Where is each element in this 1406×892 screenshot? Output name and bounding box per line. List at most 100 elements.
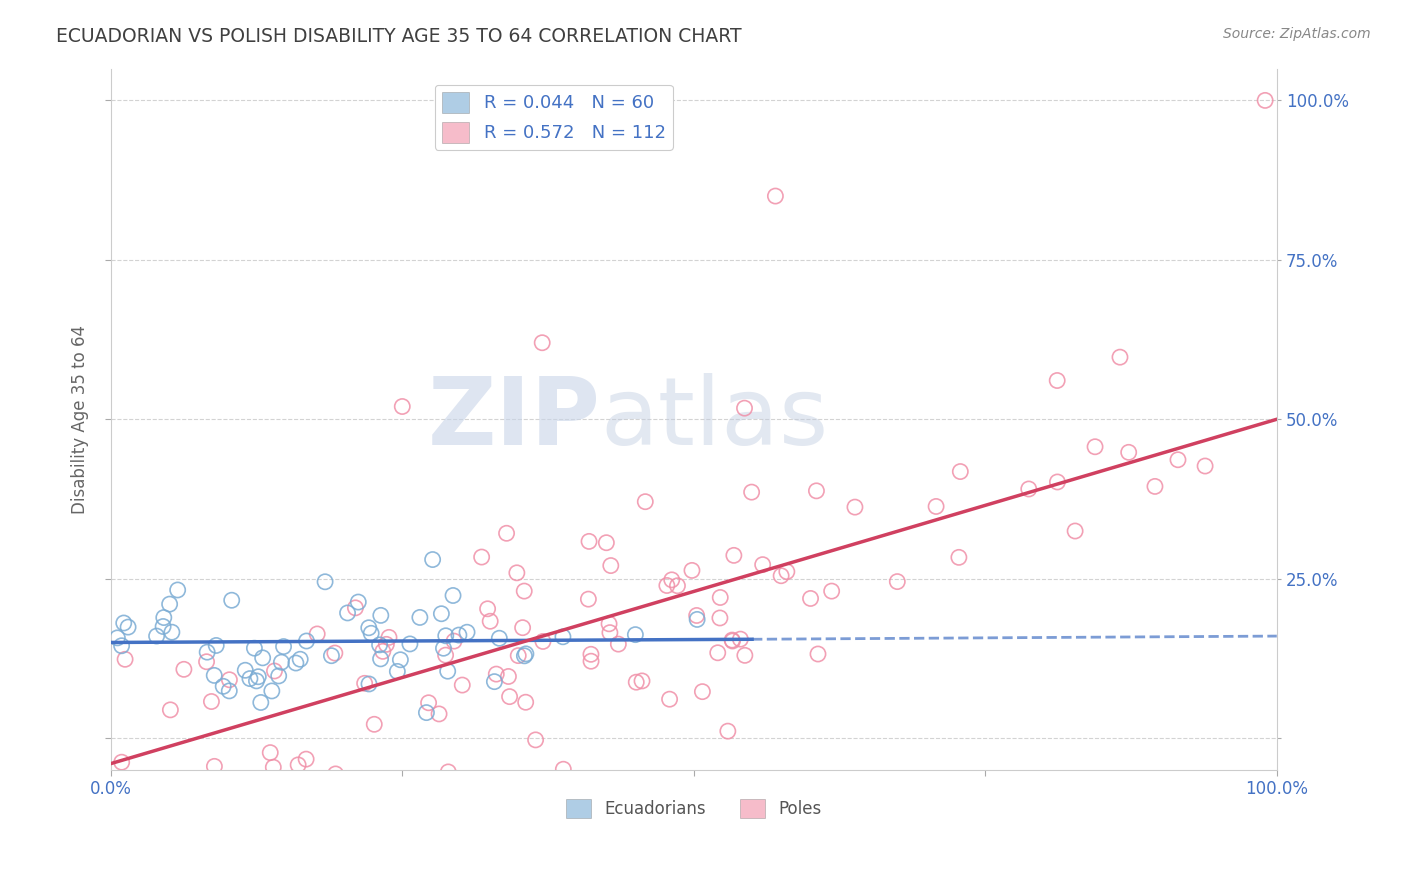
Point <box>599 625 621 640</box>
Point <box>706 646 728 660</box>
Point <box>730 632 752 647</box>
Point <box>363 717 385 731</box>
Point <box>515 647 537 661</box>
Point <box>948 550 970 565</box>
Point <box>166 582 188 597</box>
Point <box>441 589 464 603</box>
Point <box>436 664 458 678</box>
Point <box>370 652 392 666</box>
Point <box>432 641 454 656</box>
Point <box>221 593 243 607</box>
Point <box>685 608 707 623</box>
Point <box>309 782 332 797</box>
Point <box>1143 479 1166 493</box>
Point <box>399 637 422 651</box>
Legend: Ecuadorians, Poles: Ecuadorians, Poles <box>560 792 828 825</box>
Point <box>709 611 731 625</box>
Point <box>506 566 529 580</box>
Point <box>325 767 347 781</box>
Point <box>723 549 745 563</box>
Point <box>284 656 307 670</box>
Point <box>717 724 740 739</box>
Point <box>389 653 412 667</box>
Point <box>1046 475 1069 489</box>
Text: atlas: atlas <box>600 373 828 466</box>
Point <box>595 535 617 549</box>
Point <box>721 634 744 648</box>
Point <box>200 694 222 708</box>
Point <box>418 696 440 710</box>
Point <box>111 756 134 770</box>
Point <box>661 573 683 587</box>
Point <box>430 607 453 621</box>
Point <box>531 634 554 648</box>
Point <box>578 534 600 549</box>
Point <box>1046 374 1069 388</box>
Point <box>447 628 470 642</box>
Text: ECUADORIAN VS POLISH DISABILITY AGE 35 TO 64 CORRELATION CHART: ECUADORIAN VS POLISH DISABILITY AGE 35 T… <box>56 27 742 45</box>
Point <box>314 574 336 589</box>
Point <box>344 600 367 615</box>
Point <box>252 651 274 665</box>
Text: Source: ZipAtlas.com: Source: ZipAtlas.com <box>1223 27 1371 41</box>
Point <box>205 639 228 653</box>
Point <box>1118 445 1140 459</box>
Point <box>477 602 499 616</box>
Point <box>579 654 602 668</box>
Point <box>734 648 756 663</box>
Point <box>806 483 828 498</box>
Point <box>484 674 506 689</box>
Point <box>295 634 318 648</box>
Point <box>353 676 375 690</box>
Point <box>1254 94 1277 108</box>
Point <box>267 669 290 683</box>
Point <box>427 706 450 721</box>
Point <box>443 634 465 648</box>
Point <box>249 696 271 710</box>
Point <box>734 401 756 416</box>
Point <box>110 639 132 653</box>
Point <box>307 778 329 792</box>
Point <box>245 673 267 688</box>
Point <box>195 655 218 669</box>
Point <box>598 616 620 631</box>
Point <box>152 619 174 633</box>
Point <box>357 621 380 635</box>
Y-axis label: Disability Age 35 to 64: Disability Age 35 to 64 <box>72 325 89 514</box>
Point <box>655 578 678 592</box>
Point <box>422 552 444 566</box>
Point <box>219 782 242 797</box>
Point <box>515 695 537 709</box>
Point <box>666 579 689 593</box>
Point <box>169 782 191 797</box>
Point <box>1109 350 1132 364</box>
Point <box>512 621 534 635</box>
Point <box>479 614 502 628</box>
Point <box>323 646 346 660</box>
Point <box>624 627 647 641</box>
Point <box>159 703 181 717</box>
Point <box>287 757 309 772</box>
Point <box>437 764 460 779</box>
Point <box>821 584 844 599</box>
Point <box>658 692 681 706</box>
Point <box>122 778 145 792</box>
Point <box>434 648 457 662</box>
Point <box>260 684 283 698</box>
Point <box>925 500 948 514</box>
Point <box>160 625 183 640</box>
Point <box>498 690 520 704</box>
Point <box>1084 440 1107 454</box>
Point <box>336 606 359 620</box>
Point <box>152 610 174 624</box>
Point <box>233 663 256 677</box>
Point <box>195 645 218 659</box>
Point <box>488 632 510 646</box>
Point <box>599 558 621 573</box>
Point <box>218 684 240 698</box>
Point <box>807 647 830 661</box>
Point <box>437 782 460 797</box>
Point <box>495 526 517 541</box>
Point <box>138 782 160 797</box>
Point <box>576 592 599 607</box>
